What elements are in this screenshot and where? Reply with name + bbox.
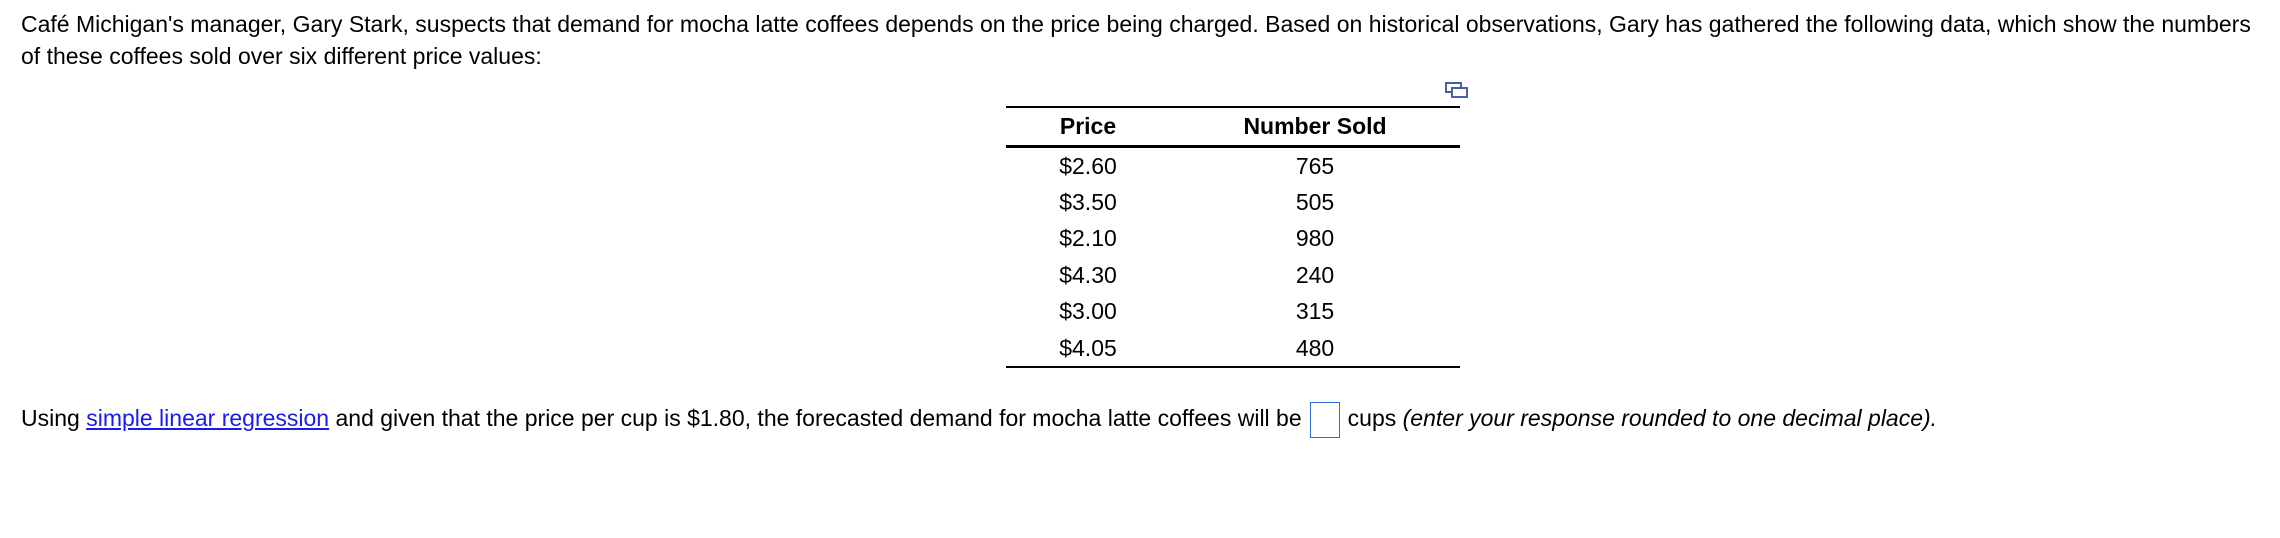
- number-sold-header: Number Sold: [1170, 107, 1460, 148]
- price-cell: $4.30: [1059, 261, 1117, 288]
- number-sold-cell: 505: [1295, 189, 1335, 216]
- rounding-hint: (enter your response rounded to one deci…: [1402, 405, 1938, 431]
- price-header: Price: [1006, 107, 1170, 148]
- question-sentence: Using simple linear regression and given…: [21, 398, 1937, 438]
- number-sold-cell: 240: [1295, 261, 1335, 288]
- price-cell: $2.60: [1059, 152, 1117, 179]
- table-row: $4.05 480: [1006, 330, 1460, 367]
- table-row: $3.50 505: [1006, 184, 1460, 220]
- intro-paragraph: Café Michigan's manager, Gary Stark, sus…: [21, 11, 2251, 69]
- price-cell: $3.50: [1059, 189, 1117, 216]
- number-sold-cell: 315: [1295, 298, 1335, 325]
- number-sold-cell: 980: [1295, 225, 1335, 252]
- simple-linear-regression-link[interactable]: simple linear regression: [86, 405, 330, 431]
- question-middle: and given that the price per cup is $1.8…: [329, 405, 1302, 431]
- price-cell: $2.10: [1059, 225, 1117, 252]
- units-label: cups: [1347, 405, 1403, 431]
- table-header-row: Price Number Sold: [1006, 107, 1460, 148]
- number-sold-cell: 480: [1295, 334, 1335, 361]
- number-sold-cell: 765: [1295, 152, 1335, 179]
- price-cell: $4.05: [1059, 334, 1117, 361]
- table-row: $2.60 765: [1006, 147, 1460, 185]
- answer-input[interactable]: [1309, 401, 1340, 438]
- table-row: $4.30 240: [1006, 257, 1460, 293]
- copy-to-clipboard-icon[interactable]: [1444, 79, 1470, 99]
- data-table-container: Price Number Sold $2.60 765 $3.50 505 $2…: [1006, 106, 1460, 369]
- question-prefix: Using: [21, 405, 87, 431]
- table-row: $2.10 980: [1006, 221, 1460, 257]
- price-sales-table: Price Number Sold $2.60 765 $3.50 505 $2…: [1006, 106, 1460, 369]
- price-cell: $3.00: [1059, 298, 1117, 325]
- table-row: $3.00 315: [1006, 294, 1460, 330]
